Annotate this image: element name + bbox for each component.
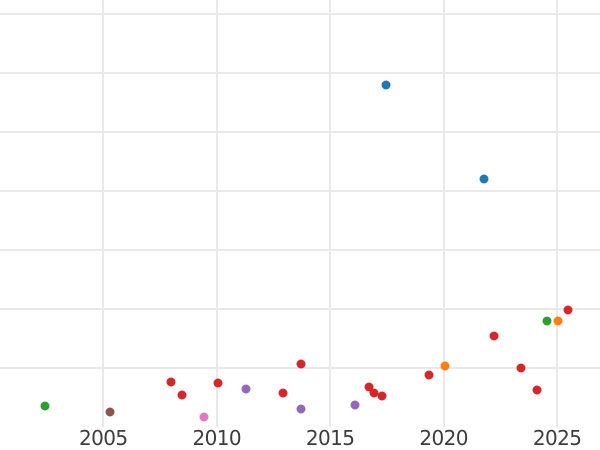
gridline-horizontal xyxy=(0,308,600,311)
data-point xyxy=(213,378,223,388)
gridline-vertical xyxy=(442,0,445,427)
data-point xyxy=(377,391,387,401)
data-point xyxy=(516,363,526,373)
x-tick-label: 2020 xyxy=(419,426,468,450)
gridline-horizontal xyxy=(0,72,600,75)
x-tick-label: 2015 xyxy=(305,426,355,450)
x-tick-label: 2025 xyxy=(532,426,582,450)
data-point xyxy=(296,404,306,414)
data-point xyxy=(563,305,573,315)
gridline-vertical xyxy=(556,0,559,427)
data-point xyxy=(166,377,176,387)
data-point xyxy=(105,407,115,417)
data-point xyxy=(350,400,360,410)
x-tick-label: 2005 xyxy=(79,426,128,450)
data-point xyxy=(40,401,50,411)
data-point xyxy=(364,382,374,392)
data-point xyxy=(553,316,563,326)
data-point xyxy=(241,384,251,394)
data-point xyxy=(381,80,391,90)
gridline-vertical xyxy=(215,0,218,427)
data-point xyxy=(440,361,450,371)
data-point xyxy=(177,390,187,400)
gridline-horizontal xyxy=(0,249,600,252)
data-point xyxy=(424,370,434,380)
data-point xyxy=(199,412,209,422)
data-point xyxy=(532,385,542,395)
gridline-vertical xyxy=(102,0,105,427)
data-point xyxy=(542,316,552,326)
data-point xyxy=(479,174,489,184)
gridline-horizontal xyxy=(0,131,600,134)
x-tick-label: 2010 xyxy=(192,426,241,450)
data-point xyxy=(296,359,306,369)
data-point xyxy=(489,331,499,341)
gridline-horizontal xyxy=(0,190,600,193)
data-point xyxy=(369,388,379,398)
gridline-vertical xyxy=(329,0,332,427)
gridline-horizontal xyxy=(0,13,600,16)
data-point xyxy=(278,388,288,398)
